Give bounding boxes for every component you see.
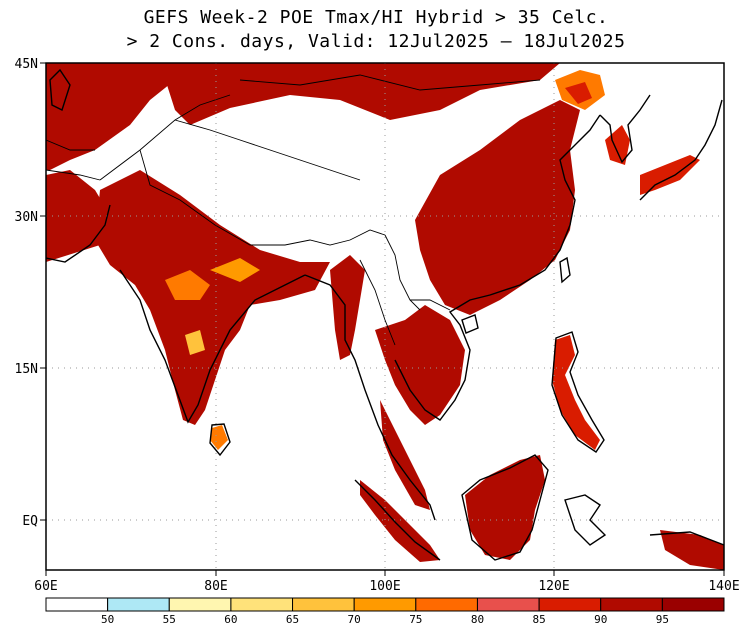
coast-sumatra — [354, 479, 441, 561]
heat-region-india — [95, 170, 330, 425]
lon-label: 140E — [708, 579, 739, 594]
coast-sulawesi — [564, 494, 607, 546]
coast-arabia — [46, 204, 111, 263]
colorbar-swatch — [353, 597, 417, 612]
lat-lon-grid — [46, 63, 724, 570]
heat-lighter-patch-ganges — [210, 258, 260, 282]
country-borders — [46, 74, 541, 346]
coast-new-guinea — [649, 531, 724, 546]
colorbar-swatch — [168, 597, 232, 612]
lat-label: 30N — [15, 210, 38, 225]
colorbar-swatch — [538, 597, 602, 612]
map-title-line2: > 2 Cons. days, Valid: 12Jul2025 — 18Jul… — [126, 31, 626, 52]
heat-region-indochina — [375, 305, 465, 425]
coast-sri-lanka — [209, 423, 231, 457]
lat-label: EQ — [22, 514, 38, 529]
colorbar: 50 55 60 65 70 75 80 85 90 95 — [45, 597, 725, 626]
colorbar-swatch — [107, 597, 170, 612]
heat-lighter-patch-sri-lanka — [210, 425, 228, 450]
colorbar-tick-label: 75 — [409, 613, 422, 626]
colorbar-tick-label: 50 — [101, 613, 114, 626]
colorbar-swatch — [600, 597, 663, 612]
colorbar-tick-label: 65 — [286, 613, 299, 626]
coast-philippines — [551, 331, 605, 453]
heat-region-manchuria-core — [565, 82, 592, 104]
lat-label: 15N — [15, 362, 38, 377]
coast-india — [119, 269, 306, 424]
coastlines — [46, 68, 724, 561]
colorbar-tick-label: 55 — [163, 613, 176, 626]
colorbar-tick-label: 70 — [348, 613, 361, 626]
lat-label: 45N — [15, 57, 38, 72]
heat-lighter-patch-south-india — [185, 330, 205, 355]
map-title-line1: GEFS Week-2 POE Tmax/HI Hybrid > 35 Celc… — [143, 7, 609, 28]
colorbar-tick-label: 95 — [656, 613, 669, 626]
coast-caspian — [49, 68, 71, 111]
coast-china — [489, 114, 601, 296]
heat-lighter-patch-india — [165, 270, 210, 300]
colorbar-swatch — [292, 597, 355, 612]
colorbar-swatch — [661, 597, 725, 612]
colorbar-tick-label: 80 — [471, 613, 484, 626]
heat-region-sumatra — [360, 480, 440, 562]
coast-hainan — [461, 314, 479, 334]
colorbar-tick-label: 85 — [532, 613, 545, 626]
heat-region-east-china — [415, 100, 580, 315]
coast-taiwan — [559, 256, 571, 284]
coast-korea — [599, 94, 651, 164]
heat-region-myanmar — [330, 255, 365, 360]
heat-region-new-guinea — [660, 530, 724, 570]
coast-bay-bengal-east — [304, 274, 436, 521]
heat-region-middle-east — [46, 63, 175, 170]
colorbar-tick-label: 60 — [224, 613, 237, 626]
colorbar-swatch — [230, 597, 294, 612]
axis-ticks — [40, 62, 725, 576]
coast-japan — [639, 99, 723, 201]
lon-label: 100E — [369, 579, 400, 594]
lon-label: 80E — [204, 579, 227, 594]
coast-borneo — [461, 454, 549, 561]
heat-region-philippines — [552, 335, 600, 450]
heat-region-central-asia — [160, 63, 560, 125]
lon-label: 120E — [538, 579, 569, 594]
heat-region-malaya — [380, 400, 430, 510]
coast-indochina — [394, 294, 491, 421]
heat-region-borneo — [465, 455, 545, 560]
colorbar-tick-label: 90 — [594, 613, 607, 626]
colorbar-swatch — [415, 597, 478, 612]
lon-label: 60E — [34, 579, 57, 594]
colorbar-swatch — [476, 597, 540, 612]
colorbar-swatch — [45, 597, 109, 612]
